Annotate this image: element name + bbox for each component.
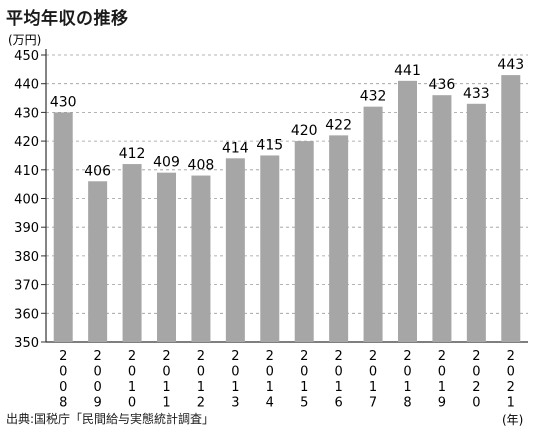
bar-2009 [88,181,108,342]
data-label: 420 [291,123,318,139]
data-label: 422 [325,117,352,133]
data-label: 432 [360,89,387,105]
bar-2017 [363,106,383,342]
bar-2020 [466,103,486,342]
bars [53,75,521,343]
bar-2008 [53,112,73,343]
y-tick-label: 440 [14,78,39,93]
y-tick-label: 400 [14,193,39,208]
data-label: 415 [256,137,283,153]
y-tick-label: 410 [14,164,39,179]
bar-2018 [398,80,417,342]
data-labels: 430 406 412 409 408 414 415 420 422 432 441 436 433 4… [50,57,524,179]
chart-title: 平均年収の推移 [6,9,129,29]
y-tick-label: 390 [14,221,39,236]
bar-2014 [260,155,280,342]
bar-2012 [191,175,211,342]
y-tick-label: 360 [14,307,39,322]
grid-lines [46,54,528,314]
data-label: 409 [153,155,180,171]
bar-2019 [432,95,452,343]
y-tick-label: 370 [14,279,39,294]
data-label: 406 [84,163,111,179]
data-label: 433 [463,86,490,102]
y-tick-label: 420 [14,135,39,150]
data-label: 408 [188,158,215,174]
y-tick-labels: 350 360 370 380 390 400 410 420 430 440 450 [14,49,39,351]
bar-2011 [157,172,176,342]
bar-2013 [225,158,245,342]
bar-2015 [294,141,314,342]
data-label: 412 [119,146,146,162]
y-tick-label: 350 [14,336,39,351]
y-tick-label: 380 [14,250,39,265]
data-label: 414 [222,140,249,156]
y-tick-label: 450 [14,49,39,64]
bar-2016 [329,135,349,342]
y-axis-unit-label: (万円) [8,33,41,47]
bar-2021 [501,75,521,342]
data-label: 436 [429,77,456,93]
data-label: 430 [50,94,77,110]
x-tick-labels: 2 0 0 8 2 0 0 9 2 0 1 0 2 0 1 1 2 0 1 2 2 0 1 3 2 0 1 4 2 0 1 5 2 0 1 6 2 0 1 7… [59,349,515,411]
y-tick-label: 430 [14,106,39,121]
source-note: 出典:国税庁「民間給与実態統計調査」 [6,412,215,426]
bar-2010 [122,164,142,342]
data-label: 441 [394,63,421,79]
x-axis-unit-label: (年) [502,413,523,427]
data-label: 443 [497,57,524,73]
